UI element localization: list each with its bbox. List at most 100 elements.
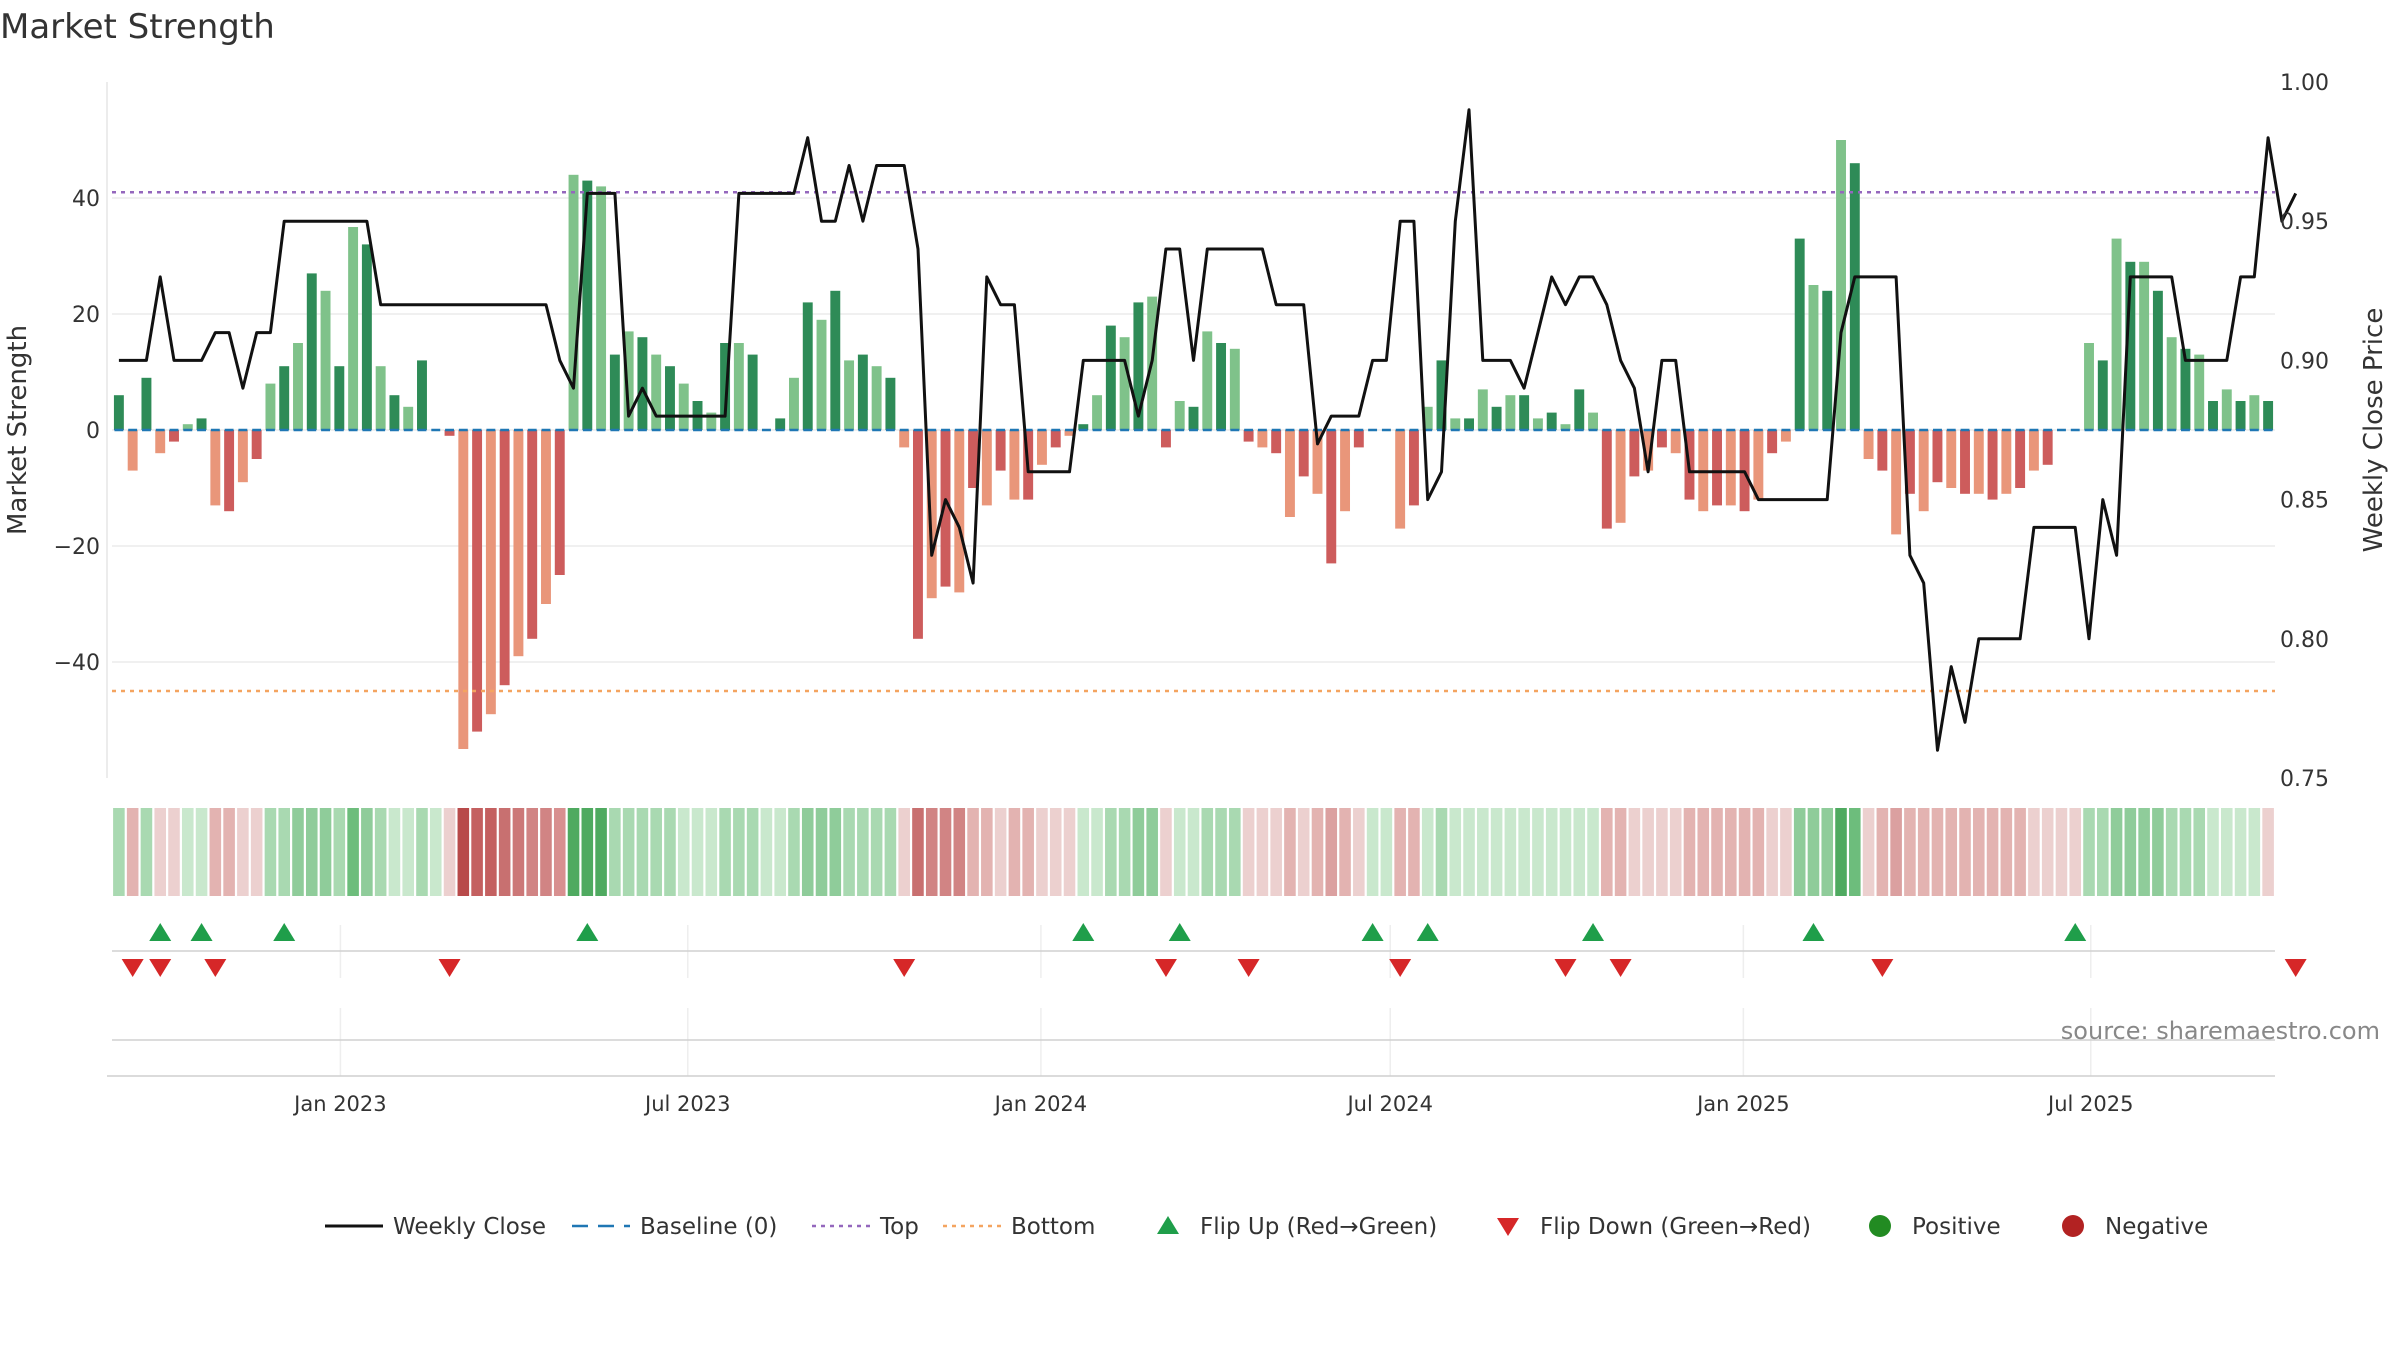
strength-bar	[306, 273, 317, 430]
strip-cell	[746, 808, 759, 896]
strip-cell	[2179, 808, 2192, 896]
strength-bar	[2084, 343, 2094, 430]
flip-down-marker	[1609, 959, 1632, 977]
strength-bar	[637, 337, 648, 430]
strength-bar	[1284, 430, 1295, 517]
legend-swatch-negative	[2062, 1215, 2084, 1237]
strength-bar	[720, 343, 731, 430]
strength-bar	[2180, 348, 2191, 430]
strip-cell	[1449, 808, 1462, 896]
strength-bar	[2194, 354, 2205, 430]
strip-cell	[2041, 808, 2054, 896]
strip-cell	[1421, 808, 1434, 896]
flip-up-marker	[1416, 923, 1439, 941]
strength-bar	[1450, 418, 1461, 430]
strength-bar	[1946, 430, 1957, 488]
strip-cell	[1614, 808, 1627, 896]
strip-cell	[2000, 808, 2013, 896]
flip-up-markers	[149, 923, 2087, 941]
strength-bar	[541, 430, 551, 604]
strength-bar	[1656, 430, 1667, 448]
strip-cell	[1725, 808, 1737, 896]
strength-bar	[1340, 430, 1351, 512]
strip-cell	[1353, 808, 1365, 896]
strength-bar	[1216, 343, 1227, 430]
strength-bar	[513, 430, 524, 657]
legend-label: Flip Down (Green→Red)	[1540, 1214, 1811, 1240]
strength-bar	[844, 360, 855, 430]
x-tick-label: Jul 2025	[2046, 1092, 2133, 1116]
strip-cell	[2152, 808, 2164, 896]
strength-bar	[1243, 430, 1254, 442]
strength-bar	[1464, 418, 1475, 430]
strength-bar	[2139, 261, 2150, 430]
strength-bar	[1918, 430, 1929, 512]
strength-bar	[1229, 348, 1240, 430]
strip-cell	[719, 808, 731, 896]
strip-cell	[650, 808, 662, 896]
y2-axis-ticks: 1.00 0.95 0.90 0.85 0.80 0.75	[2280, 71, 2329, 792]
flip-down-marker	[438, 959, 461, 977]
strip-cell	[898, 808, 910, 896]
strength-bar	[1422, 406, 1433, 430]
strength-bar	[1725, 430, 1736, 506]
strip-cell	[1683, 808, 1696, 896]
strip-cell	[1242, 808, 1255, 896]
strength-bar	[1257, 430, 1268, 448]
chart-title: Market Strength	[0, 7, 275, 47]
strip-cell	[388, 808, 401, 896]
strip-cell	[801, 808, 814, 896]
strip-cell	[1201, 808, 1214, 896]
strip-cell	[2097, 808, 2109, 896]
x-tick-label: Jul 2023	[643, 1092, 730, 1116]
strength-bar	[196, 418, 207, 430]
strip-cell	[857, 808, 869, 896]
strip-cell	[1297, 808, 1310, 896]
strip-cell	[305, 808, 318, 896]
strip-cell	[1022, 808, 1034, 896]
strip-cell	[1008, 808, 1021, 896]
strength-bar	[334, 366, 345, 430]
legend-item: Flip Down (Green→Red)	[1497, 1214, 1811, 1240]
strength-bar	[2125, 261, 2136, 430]
strength-bar	[1505, 395, 1516, 430]
strength-bar	[141, 377, 152, 430]
flip-down-marker	[1154, 959, 1177, 977]
strip-cell	[2110, 808, 2123, 896]
strip-cell	[1366, 808, 1379, 896]
strip-cell	[636, 808, 649, 896]
flip-up-marker	[1168, 923, 1191, 941]
strength-bar	[802, 302, 813, 430]
strip-cell	[209, 808, 222, 896]
strength-bar	[899, 430, 910, 448]
strip-cell	[1559, 808, 1572, 896]
strength-bar	[2015, 430, 2026, 488]
strip-cell	[1490, 808, 1503, 896]
strip-cell	[402, 808, 414, 896]
strip-cell	[815, 808, 828, 896]
legend-label: Weekly Close	[393, 1214, 546, 1240]
legend-label: Positive	[1912, 1214, 2001, 1240]
strip-cell	[2193, 808, 2206, 896]
x-axis-date-ticks: Jan 2023 Jul 2023 Jan 2024 Jul 2024 Jan 2025…	[292, 1092, 2133, 1116]
strip-cell	[512, 808, 525, 896]
bottom-panel-gridlines	[339, 1008, 2092, 1076]
strength-bar	[1133, 302, 1144, 430]
strip-cell	[1545, 808, 1558, 896]
strength-bar	[747, 354, 758, 430]
strip-cell	[126, 808, 139, 896]
strength-bar	[981, 430, 992, 506]
strength-bar	[224, 430, 235, 512]
y2-tick-label: 0.85	[2280, 489, 2329, 514]
strength-bar	[1519, 395, 1530, 430]
strip-cell	[140, 808, 153, 896]
y-tick-label: 20	[72, 303, 100, 328]
source-label: source: sharemaestro.com	[2061, 1017, 2380, 1045]
strip-cell	[1780, 808, 1792, 896]
strength-bar	[554, 430, 565, 575]
legend-item: Negative	[2062, 1214, 2208, 1240]
strip-cell	[1669, 808, 1682, 896]
legend-label: Negative	[2105, 1214, 2208, 1240]
strength-bar	[1753, 430, 1764, 500]
